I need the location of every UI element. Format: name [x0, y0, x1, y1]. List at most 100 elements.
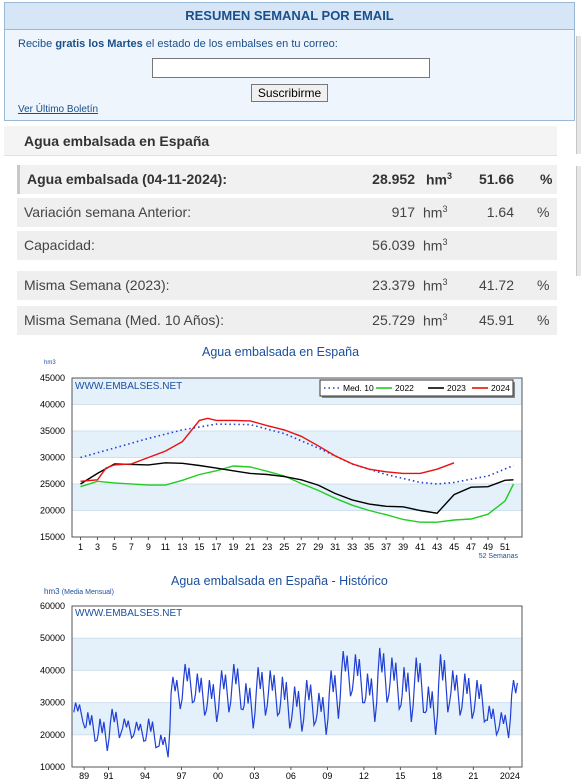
last-bulletin-link[interactable]: Ver Último Boletín	[18, 104, 99, 115]
y-tick-label: 60000	[40, 601, 65, 611]
series-line-2022	[80, 465, 515, 523]
x-tick-label: 21	[245, 542, 255, 552]
grid-band	[72, 702, 522, 735]
email-desc-bold: gratis los Martes	[55, 38, 143, 50]
stat-row-capacity: Capacidad: 56.039 hm3	[17, 231, 557, 260]
x-tick-label: 5	[112, 542, 117, 552]
legend-label: 2023	[447, 383, 466, 393]
y-tick-label: 50000	[40, 633, 65, 643]
x-tick-label: 15	[194, 542, 204, 552]
email-desc-prefix: Recibe	[18, 38, 53, 50]
series-line-historic	[73, 647, 518, 758]
chart2-title: Agua embalsada en España - Histórico	[171, 574, 388, 588]
stat-percent: 51.66	[478, 171, 514, 187]
x-tick-label: 35	[364, 542, 374, 552]
legend-label: 2022	[395, 383, 414, 393]
x-tick-label: 45	[449, 542, 459, 552]
watermark: WWW.EMBALSES.NET	[75, 608, 182, 619]
chart1-title: Agua embalsada en España	[202, 345, 360, 359]
y-axis-label: hm3	[44, 360, 56, 366]
stat-unit: hm3	[423, 312, 448, 329]
stat-percent: 1.64	[486, 204, 514, 220]
grid-band	[72, 484, 522, 511]
legend-label: Med. 10	[343, 383, 374, 393]
stats-title: Agua embalsada en España	[4, 126, 557, 156]
series-line-2023	[80, 462, 514, 514]
legend-box	[319, 379, 514, 397]
x-tick-label: 7	[129, 542, 134, 552]
x-tick-label: 97	[176, 771, 186, 781]
plot-border	[71, 605, 523, 768]
stat-row-same-week-2023: Misma Semana (2023): 23.379 hm3 41.72 %	[17, 271, 557, 300]
email-input[interactable]	[152, 58, 430, 78]
plot-border	[71, 377, 523, 538]
x-axis-note: 52 Semanas	[479, 553, 519, 560]
x-tick-label: 94	[140, 771, 150, 781]
grid-band	[72, 638, 522, 671]
x-tick-label: 41	[415, 542, 425, 552]
email-description: Recibe gratis los Martes el estado de lo…	[18, 38, 338, 50]
x-tick-label: 06	[286, 771, 296, 781]
stat-percent-sign: %	[537, 204, 550, 220]
x-tick-label: 91	[103, 771, 113, 781]
plot-area	[72, 606, 522, 767]
x-tick-label: 21	[468, 771, 478, 781]
y-tick-label: 30000	[40, 698, 65, 708]
email-desc-suffix: el estado de los embalses en tu correo:	[145, 38, 338, 50]
stat-percent-sign: %	[540, 171, 553, 187]
email-box-header: RESUMEN SEMANAL POR EMAIL	[5, 3, 574, 30]
series-line-med10	[80, 423, 514, 485]
y-tick-label: 30000	[40, 453, 65, 463]
stat-label: Capacidad:	[24, 237, 95, 253]
x-tick-label: 13	[177, 542, 187, 552]
stat-unit: hm3	[423, 237, 448, 254]
x-tick-label: 09	[322, 771, 332, 781]
stat-value: 28.952	[372, 171, 415, 187]
stat-label: Misma Semana (2023):	[24, 277, 170, 293]
x-tick-label: 27	[296, 542, 306, 552]
y-tick-label: 20000	[40, 730, 65, 740]
x-tick-label: 18	[432, 771, 442, 781]
subscribe-button[interactable]: Suscribirme	[251, 84, 328, 102]
stat-label: Misma Semana (Med. 10 Años):	[24, 312, 224, 328]
stat-value: 917	[391, 204, 415, 220]
stat-value: 23.379	[372, 277, 415, 293]
stat-percent-sign: %	[537, 312, 550, 328]
stat-percent: 41.72	[478, 277, 514, 293]
y-tick-label: 35000	[40, 426, 65, 436]
x-tick-label: 00	[213, 771, 223, 781]
stat-percent: 45.91	[478, 312, 514, 328]
stat-percent-sign: %	[537, 277, 550, 293]
y-axis-label: hm3 (Media Mensual)	[44, 587, 114, 596]
x-tick-label: 2024	[500, 771, 520, 781]
x-tick-label: 19	[228, 542, 238, 552]
x-tick-label: 51	[500, 542, 510, 552]
y-tick-label: 20000	[40, 506, 65, 516]
stat-unit: hm3	[426, 171, 453, 188]
x-tick-label: 39	[398, 542, 408, 552]
stat-row-current: Agua embalsada (04-11-2024): 28.952 hm3 …	[17, 165, 557, 194]
x-tick-label: 89	[79, 771, 89, 781]
stat-row-variation: Variación semana Anterior: 917 hm3 1.64 …	[17, 198, 557, 227]
x-tick-label: 25	[279, 542, 289, 552]
x-tick-label: 17	[211, 542, 221, 552]
x-tick-label: 9	[146, 542, 151, 552]
y-tick-label: 40000	[40, 665, 65, 675]
legend-label: 2024	[491, 383, 510, 393]
stat-label: Agua embalsada (04-11-2024):	[27, 171, 227, 187]
watermark: WWW.EMBALSES.NET	[75, 381, 182, 392]
right-panel-edge	[576, 166, 581, 276]
y-tick-label: 15000	[40, 532, 65, 542]
stat-unit: hm3	[423, 204, 448, 221]
y-tick-label: 45000	[40, 373, 65, 383]
y-tick-label: 25000	[40, 479, 65, 489]
x-tick-label: 23	[262, 542, 272, 552]
stat-row-same-week-10y: Misma Semana (Med. 10 Años): 25.729 hm3 …	[17, 306, 557, 335]
x-tick-label: 33	[347, 542, 357, 552]
x-tick-label: 1	[78, 542, 83, 552]
x-tick-label: 31	[330, 542, 340, 552]
historic-reservoir-chart: 10000 20000 30000 40000 50000 60000 89 91 94 97 00…	[40, 587, 523, 781]
y-tick-label: 10000	[40, 762, 65, 772]
x-tick-label: 47	[466, 542, 476, 552]
